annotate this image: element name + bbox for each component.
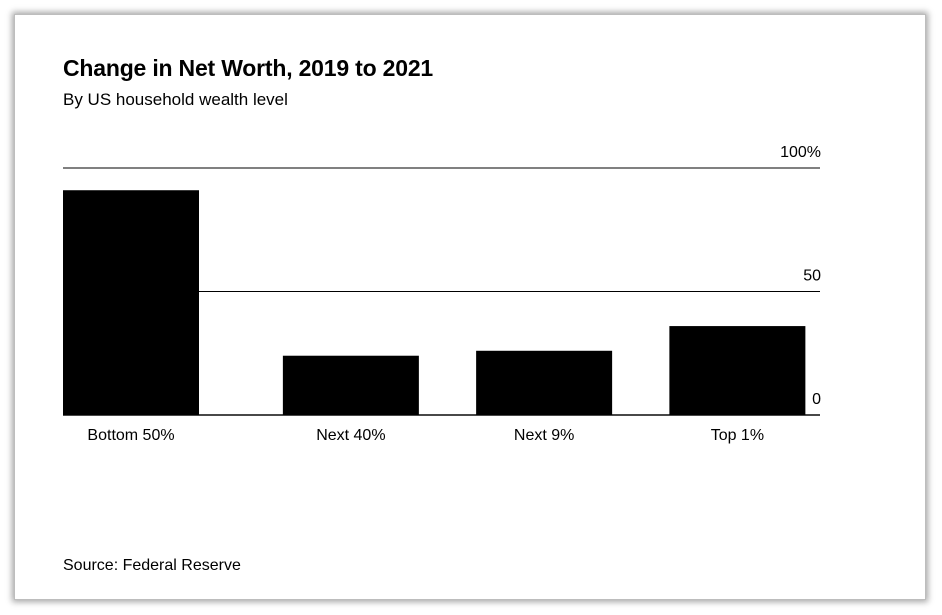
y-tick-label: 50 [803,268,821,285]
x-tick-label: Next 40% [316,427,385,444]
y-tick-label: 100% [780,144,821,161]
y-tick-labels: 0 50 100% [780,144,821,408]
x-tick-label: Top 1% [711,427,764,444]
bars [63,190,820,416]
bar-bottom-50 [63,190,199,415]
bar-chart: 0 50 100% Bottom 50% Next 40% Next 9% Top 1% [63,144,821,444]
x-tick-label: Bottom 50% [87,427,174,444]
chart-subtitle: By US household wealth level [63,90,288,109]
x-tick-labels: Bottom 50% Next 40% Next 9% Top 1% [87,427,764,444]
chart-card: Change in Net Worth, 2019 to 2021 By US … [14,14,926,600]
bar-next-40 [282,355,419,415]
bar-next-9 [476,350,613,415]
bar-top-1 [669,326,806,415]
source-note: Source: Federal Reserve [63,557,241,574]
chart-title: Change in Net Worth, 2019 to 2021 [63,55,434,81]
y-tick-label: 0 [812,391,821,408]
x-tick-label: Next 9% [514,427,574,444]
